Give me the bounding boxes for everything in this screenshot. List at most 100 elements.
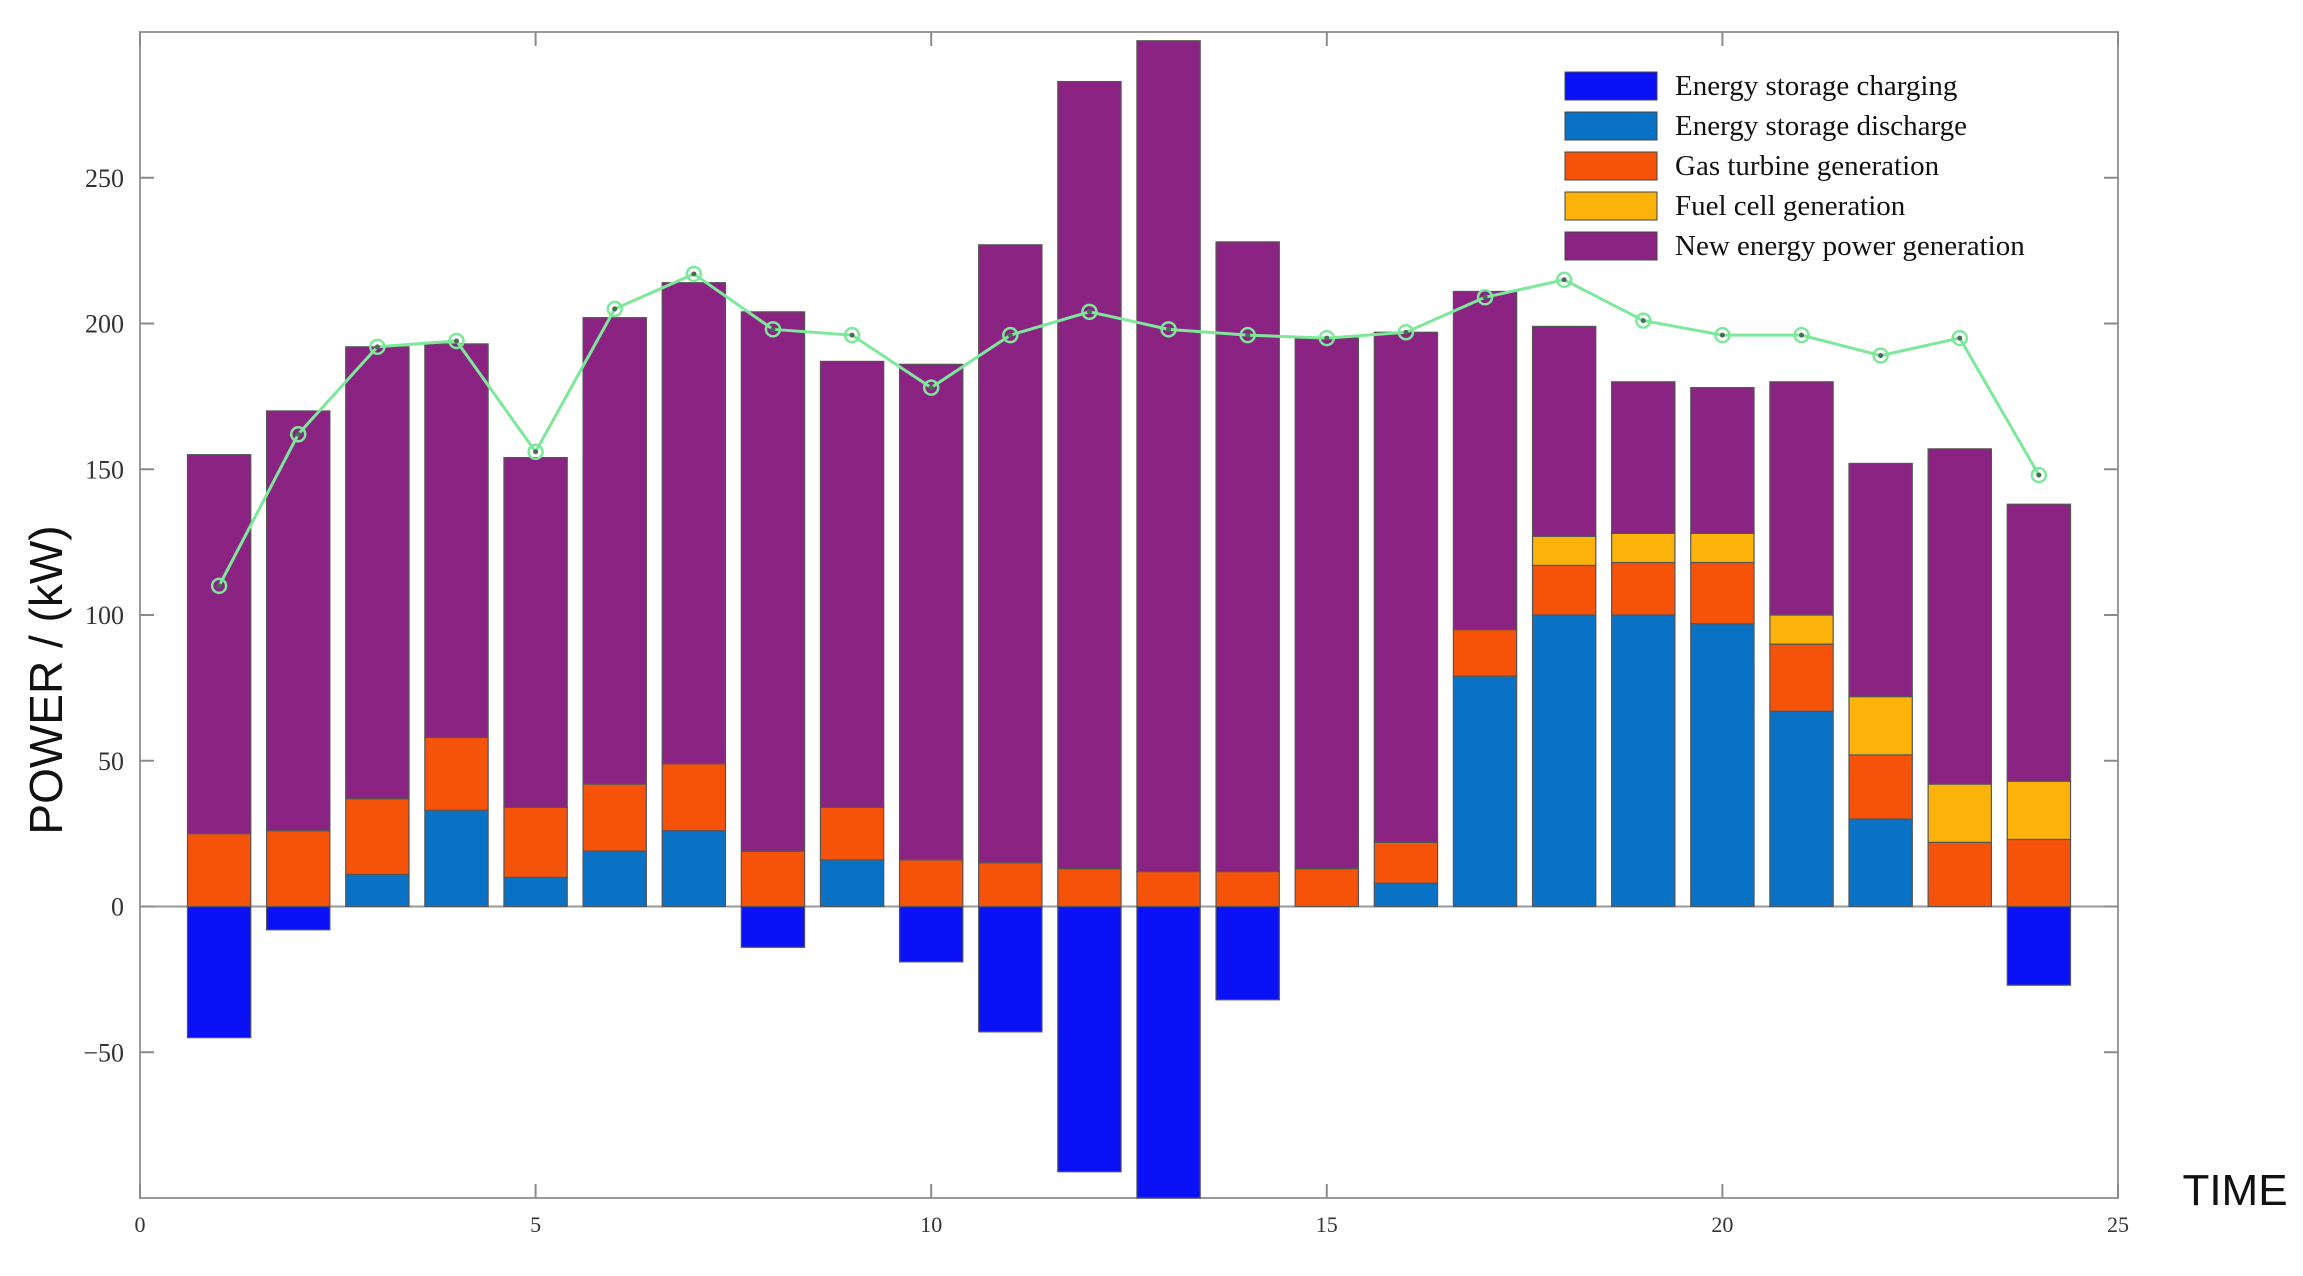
- load-point-dot-t9: [849, 332, 855, 338]
- bar-energy-storage-charging-t2: [265, 905, 331, 931]
- load-point-dot-t12: [1086, 309, 1092, 315]
- bars-layer: [186, 40, 2072, 1199]
- load-point-t22: [1872, 347, 1889, 364]
- bar-energy-storage-charging-t13: [1136, 905, 1201, 1199]
- load-line: [217, 272, 2041, 587]
- load-point-dot-t24: [2036, 472, 2042, 478]
- bar-fuel-cell-generation-t18: [1531, 535, 1597, 567]
- bar-gas-turbine-generation-t23: [1927, 841, 1993, 908]
- load-point-t11: [1002, 326, 1019, 344]
- bar-new-energy-power-generation-t6: [582, 317, 647, 785]
- bar-energy-storage-discharge-t3: [345, 873, 410, 908]
- load-point-dot-t10: [928, 385, 934, 391]
- bar-new-energy-power-generation-t3: [345, 346, 410, 800]
- bar-gas-turbine-generation-t17: [1452, 628, 1518, 677]
- load-point-dot-t7: [691, 271, 697, 277]
- y-tick-label: 50: [98, 747, 124, 776]
- bar-fuel-cell-generation-t23: [1927, 783, 1993, 843]
- bar-energy-storage-charging-t8: [740, 905, 806, 948]
- bar-new-energy-power-generation-t5: [503, 456, 568, 808]
- load-point-dot-t5: [533, 449, 539, 455]
- x-tick-label: 20: [1711, 1212, 1733, 1237]
- bar-gas-turbine-generation-t13: [1136, 870, 1201, 908]
- bar-new-energy-power-generation-t18: [1531, 325, 1597, 537]
- legend-label-1: Energy storage charging: [1675, 70, 1957, 102]
- bar-gas-turbine-generation-t4: [424, 736, 489, 811]
- bar-fuel-cell-generation-t21: [1769, 614, 1834, 645]
- load-point-dot-t2: [295, 431, 301, 437]
- legend-swatch-3: [1564, 151, 1658, 181]
- bar-fuel-cell-generation-t20: [1690, 532, 1755, 564]
- bar-energy-storage-discharge-t22: [1848, 818, 1913, 908]
- bar-new-energy-power-generation-t21: [1769, 381, 1834, 616]
- bar-energy-storage-charging-t10: [898, 905, 964, 963]
- legend-label-3: Gas turbine generation: [1675, 150, 1940, 182]
- x-axis-title: TIME: [2182, 1166, 2287, 1215]
- bar-energy-storage-discharge-t17: [1452, 675, 1518, 908]
- load-point-t21: [1793, 326, 1810, 344]
- load-point-t23: [1951, 329, 1969, 347]
- bar-new-energy-power-generation-t19: [1611, 381, 1676, 534]
- bar-gas-turbine-generation-t16: [1373, 841, 1439, 884]
- bar-new-energy-power-generation-t24: [2006, 503, 2072, 782]
- legend-swatch-1: [1564, 71, 1658, 101]
- load-point-dot-t15: [1324, 335, 1330, 341]
- bar-energy-storage-discharge-t19: [1611, 614, 1676, 908]
- load-point-dot-t13: [1166, 326, 1172, 332]
- load-point-dot-t22: [1878, 353, 1884, 359]
- legend-swatch-2: [1564, 111, 1658, 141]
- bar-gas-turbine-generation-t9: [819, 806, 885, 861]
- bar-new-energy-power-generation-t10: [898, 363, 964, 861]
- load-point-t9: [843, 326, 861, 344]
- bar-new-energy-power-generation-t4: [424, 343, 489, 739]
- load-point-dot-t17: [1482, 294, 1488, 300]
- bar-gas-turbine-generation-t8: [740, 850, 806, 908]
- load-point-t10: [922, 379, 940, 396]
- load-point-t12: [1081, 303, 1098, 321]
- bar-energy-storage-charging-t24: [2006, 905, 2072, 986]
- y-tick-label: −50: [83, 1038, 124, 1067]
- load-point-t8: [764, 321, 782, 338]
- bar-new-energy-power-generation-t8: [740, 311, 806, 852]
- bar-fuel-cell-generation-t22: [1848, 696, 1913, 756]
- bar-gas-turbine-generation-t15: [1294, 868, 1360, 908]
- bar-energy-storage-discharge-t7: [661, 830, 727, 908]
- bar-new-energy-power-generation-t12: [1057, 80, 1122, 870]
- load-point-t13: [1160, 321, 1177, 338]
- bar-new-energy-power-generation-t7: [661, 282, 727, 765]
- bar-gas-turbine-generation-t12: [1057, 868, 1122, 908]
- bar-energy-storage-discharge-t4: [424, 809, 489, 908]
- bar-gas-turbine-generation-t24: [2006, 838, 2072, 908]
- bar-new-energy-power-generation-t13: [1136, 40, 1201, 873]
- bar-gas-turbine-generation-t1: [186, 833, 252, 908]
- bar-new-energy-power-generation-t23: [1927, 448, 1993, 785]
- load-point-t7: [685, 265, 703, 283]
- bar-gas-turbine-generation-t22: [1848, 754, 1913, 820]
- load-point-t17: [1476, 289, 1494, 306]
- load-point-dot-t1: [216, 583, 222, 589]
- legend-swatch-5: [1564, 231, 1658, 261]
- load-point-t16: [1397, 323, 1415, 341]
- load-point-dot-t19: [1640, 318, 1646, 324]
- load-point-dot-t18: [1561, 277, 1567, 283]
- bar-new-energy-power-generation-t20: [1690, 387, 1755, 534]
- load-point-dot-t16: [1403, 329, 1409, 335]
- bar-energy-storage-charging-t1: [186, 905, 252, 1039]
- load-point-t14: [1239, 326, 1256, 344]
- load-point-dot-t8: [770, 326, 776, 332]
- y-tick-label: 100: [85, 601, 124, 630]
- bar-new-energy-power-generation-t9: [819, 360, 885, 808]
- legend-label-5: New energy power generation: [1675, 230, 2025, 262]
- bar-gas-turbine-generation-t3: [345, 798, 410, 876]
- y-tick-label: 150: [85, 455, 124, 484]
- y-tick-label: 0: [111, 893, 124, 922]
- y-tick-label: 250: [85, 164, 124, 193]
- bar-energy-storage-discharge-t21: [1769, 710, 1834, 908]
- x-tick-label: 10: [920, 1212, 942, 1237]
- legend-label-4: Fuel cell generation: [1675, 190, 1906, 222]
- bar-gas-turbine-generation-t20: [1690, 561, 1755, 625]
- bar-energy-storage-charging-t14: [1215, 905, 1280, 1001]
- bar-gas-turbine-generation-t10: [898, 859, 964, 908]
